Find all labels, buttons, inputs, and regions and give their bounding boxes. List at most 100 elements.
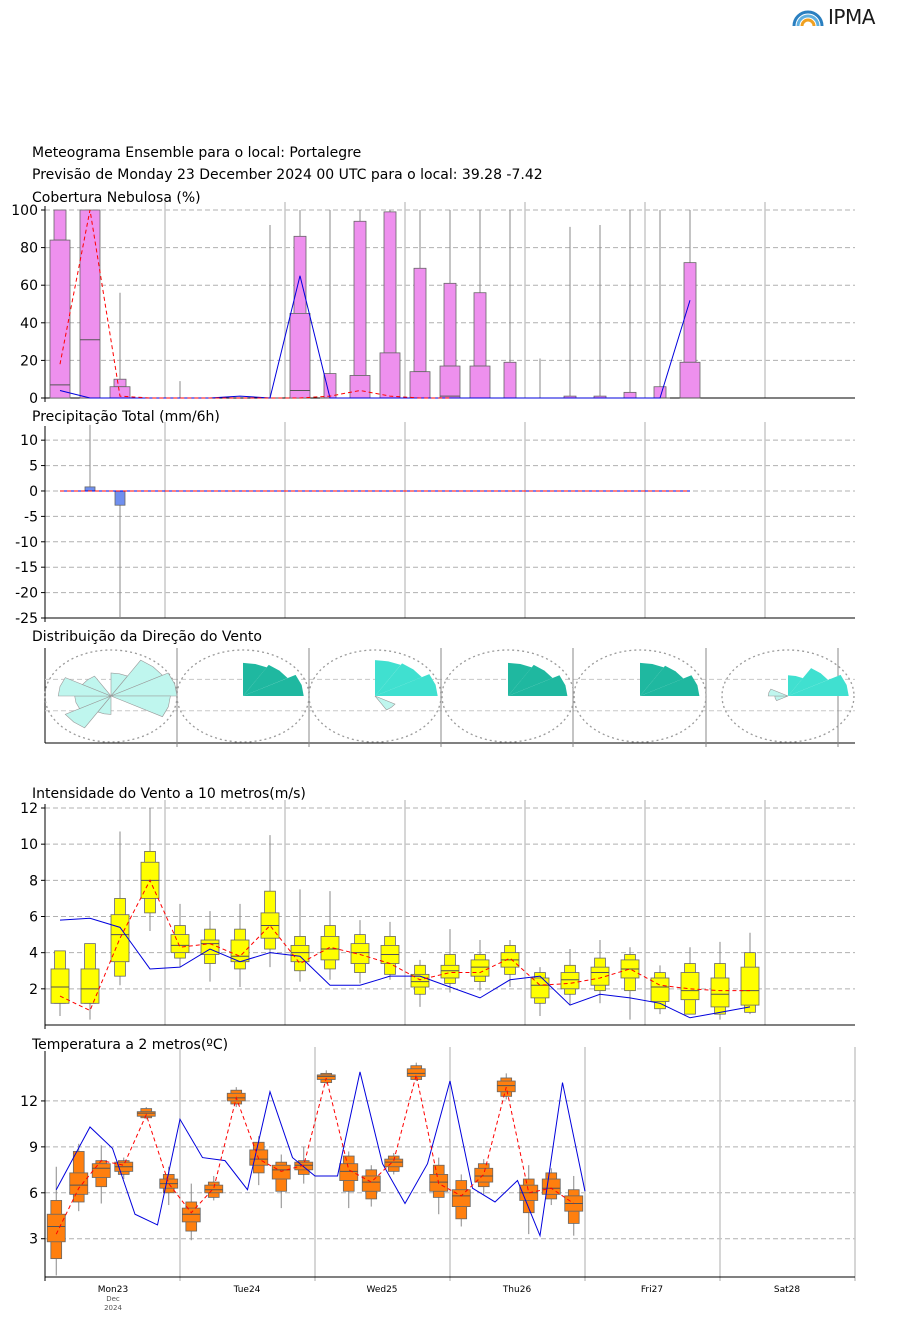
box-iqr	[406, 1068, 426, 1077]
hires-line	[55, 1071, 586, 1238]
box-mark	[46, 1166, 66, 1276]
box-mark	[316, 1070, 336, 1085]
y-tick-label: 10	[20, 837, 38, 853]
box-mark	[91, 1145, 111, 1204]
y-tick-label: -20	[15, 586, 38, 602]
box-mark	[530, 967, 550, 1016]
wind-rose-frame	[573, 649, 707, 743]
y-tick-label: 6	[29, 910, 38, 926]
box-iqr	[320, 935, 340, 961]
wind-rose	[721, 649, 855, 743]
box-mark	[500, 940, 520, 988]
wind-sector	[508, 662, 532, 696]
box-iqr	[440, 964, 460, 979]
box-iqr	[294, 1161, 314, 1171]
x-day-label: Mon23	[98, 1285, 128, 1295]
box-mark	[650, 965, 670, 1015]
wind-sector	[508, 664, 553, 696]
box-mark	[680, 947, 700, 1015]
y-tick-label: 20	[20, 353, 38, 369]
box-iqr	[361, 1175, 381, 1192]
box-iqr	[590, 966, 610, 986]
wind-sector	[640, 675, 700, 696]
wind-sector	[508, 675, 568, 696]
box-iqr	[204, 1184, 224, 1194]
wind-dir-panel-title: Distribuição da Direção do Vento	[32, 629, 262, 645]
box-iqr	[339, 1163, 359, 1181]
wind-rose-frame	[441, 649, 575, 743]
box-iqr	[290, 945, 310, 963]
box-mark	[740, 932, 760, 1015]
x-day-label: Fri27	[641, 1285, 663, 1295]
box-iqr	[46, 1213, 66, 1243]
ipma-logo	[792, 10, 824, 27]
y-tick-label: 12	[20, 1094, 38, 1110]
wind-rose-frame	[176, 649, 310, 743]
wind-speed-panel-title: Intensidade do Vento a 10 metros(m/s)	[32, 786, 306, 802]
wind-sector	[640, 662, 664, 696]
box-mark	[170, 903, 190, 968]
y-tick-label: 2	[29, 982, 38, 998]
y-tick-label: 0	[29, 391, 38, 407]
cloud-panel-title: Cobertura Nebulosa (%)	[32, 190, 201, 206]
x-day-label: Wed25	[366, 1285, 397, 1295]
box-iqr	[560, 972, 580, 990]
box-mark	[349, 210, 371, 399]
x-day-label: Tue24	[233, 1285, 261, 1295]
wind-rose	[44, 649, 178, 743]
y-tick-label: 8	[29, 873, 38, 889]
x-month-label: Dec	[106, 1295, 120, 1303]
wind-sector	[374, 695, 396, 711]
box-iqr	[50, 968, 70, 1004]
ipma-logo-text: IPMA	[828, 5, 875, 29]
y-tick-label: 6	[29, 1186, 38, 1202]
box-iqr	[49, 239, 71, 399]
box-mark	[271, 1154, 291, 1209]
hires-line	[59, 917, 751, 1019]
box-mark	[560, 949, 580, 1006]
box-mark	[496, 1073, 516, 1100]
box-iqr	[496, 1080, 516, 1093]
wind-sector	[375, 660, 401, 696]
box-mark	[361, 1165, 381, 1207]
box-iqr	[710, 977, 730, 1008]
box-iqr	[740, 966, 760, 1006]
box-iqr	[680, 972, 700, 1001]
ensemble-mean-line	[59, 209, 450, 399]
wind-sector	[767, 688, 789, 697]
box-mark	[204, 1175, 224, 1201]
box-mark	[679, 210, 701, 399]
y-tick-label: 9	[29, 1140, 38, 1156]
box-iqr	[80, 968, 100, 1004]
y-tick-label: -10	[15, 535, 38, 551]
wind-sector	[788, 668, 829, 696]
y-tick-label: 0	[29, 484, 38, 500]
wind-rose	[176, 649, 310, 743]
page-title: Meteograma Ensemble para o local: Portal…	[32, 145, 362, 161]
y-tick-label: 3	[29, 1232, 38, 1248]
box-mark	[429, 1157, 449, 1215]
box-mark	[474, 1159, 494, 1195]
y-tick-label: -5	[24, 509, 38, 525]
wind-rose-frame	[308, 649, 442, 743]
y-tick-label: 80	[20, 241, 38, 257]
box-mark	[290, 889, 310, 982]
wind-sector	[788, 675, 803, 696]
hires-line	[59, 275, 691, 399]
forecast-subtitle: Previsão de Monday 23 December 2024 00 U…	[32, 167, 543, 183]
wind-sector	[110, 695, 171, 718]
y-tick-label: 12	[20, 801, 38, 817]
box-mark	[80, 943, 100, 1020]
y-tick-label: -15	[15, 560, 38, 576]
wind-sector	[375, 663, 422, 696]
wind-sector	[81, 675, 112, 697]
box-iqr	[530, 977, 550, 999]
y-tick-label: 40	[20, 316, 38, 332]
y-tick-label: 100	[11, 203, 38, 219]
temp-panel-title: Temperatura a 2 metros(ºC)	[32, 1037, 229, 1053]
box-iqr	[350, 943, 370, 964]
wind-sector	[57, 677, 112, 697]
box-mark	[710, 941, 730, 1020]
